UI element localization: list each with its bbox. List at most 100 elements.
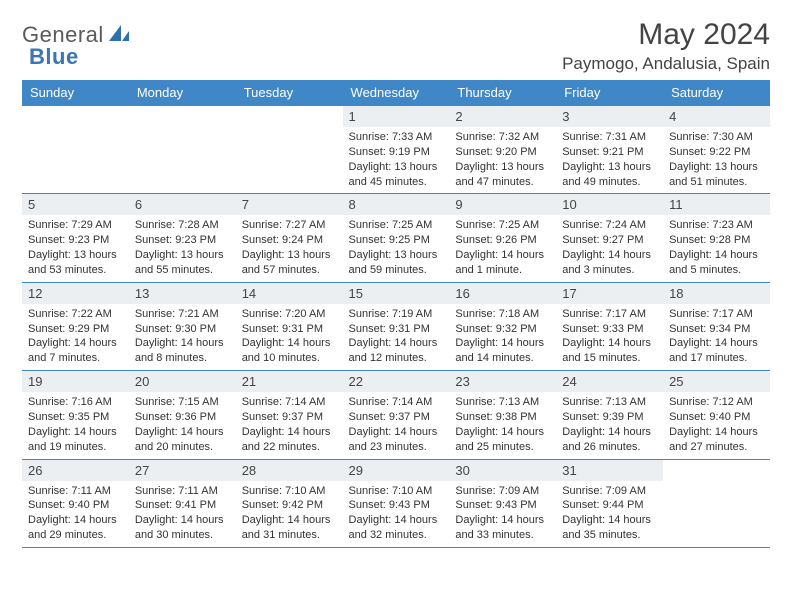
- daylight-text: Daylight: 13 hours: [28, 248, 123, 263]
- day-details: Sunrise: 7:17 AMSunset: 9:34 PMDaylight:…: [663, 304, 770, 370]
- daylight-text: and 15 minutes.: [562, 351, 657, 366]
- calendar-day-cell: 6Sunrise: 7:28 AMSunset: 9:23 PMDaylight…: [129, 194, 236, 282]
- daylight-text: and 51 minutes.: [669, 175, 764, 190]
- weekday-header: Saturday: [663, 80, 770, 106]
- day-details: Sunrise: 7:09 AMSunset: 9:44 PMDaylight:…: [556, 481, 663, 547]
- calendar-day-cell: [22, 106, 129, 194]
- day-details: Sunrise: 7:30 AMSunset: 9:22 PMDaylight:…: [663, 127, 770, 193]
- day-details: Sunrise: 7:14 AMSunset: 9:37 PMDaylight:…: [236, 392, 343, 458]
- daylight-text: and 53 minutes.: [28, 263, 123, 278]
- calendar-day-cell: 18Sunrise: 7:17 AMSunset: 9:34 PMDayligh…: [663, 282, 770, 370]
- weekday-header-row: SundayMondayTuesdayWednesdayThursdayFrid…: [22, 80, 770, 106]
- day-number: 14: [236, 283, 343, 304]
- sunrise-text: Sunrise: 7:25 AM: [349, 218, 444, 233]
- sunrise-text: Sunrise: 7:27 AM: [242, 218, 337, 233]
- sunset-text: Sunset: 9:34 PM: [669, 322, 764, 337]
- day-number: 10: [556, 194, 663, 215]
- daylight-text: Daylight: 14 hours: [669, 248, 764, 263]
- day-details: Sunrise: 7:18 AMSunset: 9:32 PMDaylight:…: [449, 304, 556, 370]
- weekday-header: Wednesday: [343, 80, 450, 106]
- sunrise-text: Sunrise: 7:33 AM: [349, 130, 444, 145]
- day-number: 11: [663, 194, 770, 215]
- calendar-day-cell: 1Sunrise: 7:33 AMSunset: 9:19 PMDaylight…: [343, 106, 450, 194]
- calendar-day-cell: 13Sunrise: 7:21 AMSunset: 9:30 PMDayligh…: [129, 282, 236, 370]
- daylight-text: and 14 minutes.: [455, 351, 550, 366]
- day-details: Sunrise: 7:13 AMSunset: 9:38 PMDaylight:…: [449, 392, 556, 458]
- calendar-day-cell: 12Sunrise: 7:22 AMSunset: 9:29 PMDayligh…: [22, 282, 129, 370]
- daylight-text: and 47 minutes.: [455, 175, 550, 190]
- daylight-text: and 5 minutes.: [669, 263, 764, 278]
- sunset-text: Sunset: 9:37 PM: [242, 410, 337, 425]
- day-number: 26: [22, 460, 129, 481]
- daylight-text: and 17 minutes.: [669, 351, 764, 366]
- daylight-text: Daylight: 14 hours: [349, 425, 444, 440]
- daylight-text: and 20 minutes.: [135, 440, 230, 455]
- day-details: Sunrise: 7:27 AMSunset: 9:24 PMDaylight:…: [236, 215, 343, 281]
- sunrise-text: Sunrise: 7:20 AM: [242, 307, 337, 322]
- sunrise-text: Sunrise: 7:13 AM: [455, 395, 550, 410]
- sunrise-text: Sunrise: 7:10 AM: [349, 484, 444, 499]
- daylight-text: and 22 minutes.: [242, 440, 337, 455]
- day-number: 17: [556, 283, 663, 304]
- sunrise-text: Sunrise: 7:17 AM: [669, 307, 764, 322]
- day-number: 12: [22, 283, 129, 304]
- calendar-day-cell: [663, 459, 770, 547]
- title-block: May 2024 Paymogo, Andalusia, Spain: [562, 18, 770, 74]
- sunset-text: Sunset: 9:25 PM: [349, 233, 444, 248]
- sunrise-text: Sunrise: 7:12 AM: [669, 395, 764, 410]
- sunset-text: Sunset: 9:31 PM: [242, 322, 337, 337]
- daylight-text: Daylight: 14 hours: [562, 336, 657, 351]
- sunrise-text: Sunrise: 7:11 AM: [28, 484, 123, 499]
- sunrise-text: Sunrise: 7:24 AM: [562, 218, 657, 233]
- location-text: Paymogo, Andalusia, Spain: [562, 54, 770, 74]
- sunrise-text: Sunrise: 7:25 AM: [455, 218, 550, 233]
- sunrise-text: Sunrise: 7:18 AM: [455, 307, 550, 322]
- daylight-text: Daylight: 14 hours: [135, 513, 230, 528]
- day-details: Sunrise: 7:21 AMSunset: 9:30 PMDaylight:…: [129, 304, 236, 370]
- daylight-text: and 33 minutes.: [455, 528, 550, 543]
- daylight-text: and 26 minutes.: [562, 440, 657, 455]
- daylight-text: and 55 minutes.: [135, 263, 230, 278]
- calendar-day-cell: 7Sunrise: 7:27 AMSunset: 9:24 PMDaylight…: [236, 194, 343, 282]
- weekday-header: Monday: [129, 80, 236, 106]
- sunrise-text: Sunrise: 7:28 AM: [135, 218, 230, 233]
- sunrise-text: Sunrise: 7:22 AM: [28, 307, 123, 322]
- day-details: Sunrise: 7:31 AMSunset: 9:21 PMDaylight:…: [556, 127, 663, 193]
- sail-icon: [107, 23, 131, 48]
- calendar-day-cell: 26Sunrise: 7:11 AMSunset: 9:40 PMDayligh…: [22, 459, 129, 547]
- calendar-day-cell: 9Sunrise: 7:25 AMSunset: 9:26 PMDaylight…: [449, 194, 556, 282]
- sunset-text: Sunset: 9:29 PM: [28, 322, 123, 337]
- day-details: Sunrise: 7:20 AMSunset: 9:31 PMDaylight:…: [236, 304, 343, 370]
- day-number: 4: [663, 106, 770, 127]
- daylight-text: and 27 minutes.: [669, 440, 764, 455]
- daylight-text: Daylight: 14 hours: [349, 336, 444, 351]
- daylight-text: Daylight: 14 hours: [669, 425, 764, 440]
- sunset-text: Sunset: 9:36 PM: [135, 410, 230, 425]
- day-details: Sunrise: 7:12 AMSunset: 9:40 PMDaylight:…: [663, 392, 770, 458]
- daylight-text: Daylight: 13 hours: [562, 160, 657, 175]
- calendar-week-row: 1Sunrise: 7:33 AMSunset: 9:19 PMDaylight…: [22, 106, 770, 194]
- sunset-text: Sunset: 9:30 PM: [135, 322, 230, 337]
- daylight-text: Daylight: 14 hours: [669, 336, 764, 351]
- day-details: Sunrise: 7:10 AMSunset: 9:42 PMDaylight:…: [236, 481, 343, 547]
- calendar-day-cell: 8Sunrise: 7:25 AMSunset: 9:25 PMDaylight…: [343, 194, 450, 282]
- daylight-text: and 35 minutes.: [562, 528, 657, 543]
- brand-part2: Blue: [29, 44, 79, 69]
- day-number: 24: [556, 371, 663, 392]
- sunset-text: Sunset: 9:26 PM: [455, 233, 550, 248]
- day-details: Sunrise: 7:29 AMSunset: 9:23 PMDaylight:…: [22, 215, 129, 281]
- day-number: 28: [236, 460, 343, 481]
- weekday-header: Friday: [556, 80, 663, 106]
- calendar-day-cell: 21Sunrise: 7:14 AMSunset: 9:37 PMDayligh…: [236, 371, 343, 459]
- sunset-text: Sunset: 9:38 PM: [455, 410, 550, 425]
- day-number: 23: [449, 371, 556, 392]
- daylight-text: and 32 minutes.: [349, 528, 444, 543]
- sunrise-text: Sunrise: 7:14 AM: [242, 395, 337, 410]
- daylight-text: Daylight: 13 hours: [455, 160, 550, 175]
- day-number: 25: [663, 371, 770, 392]
- sunset-text: Sunset: 9:23 PM: [135, 233, 230, 248]
- calendar-day-cell: 11Sunrise: 7:23 AMSunset: 9:28 PMDayligh…: [663, 194, 770, 282]
- day-number: 13: [129, 283, 236, 304]
- daylight-text: and 1 minute.: [455, 263, 550, 278]
- weekday-header: Sunday: [22, 80, 129, 106]
